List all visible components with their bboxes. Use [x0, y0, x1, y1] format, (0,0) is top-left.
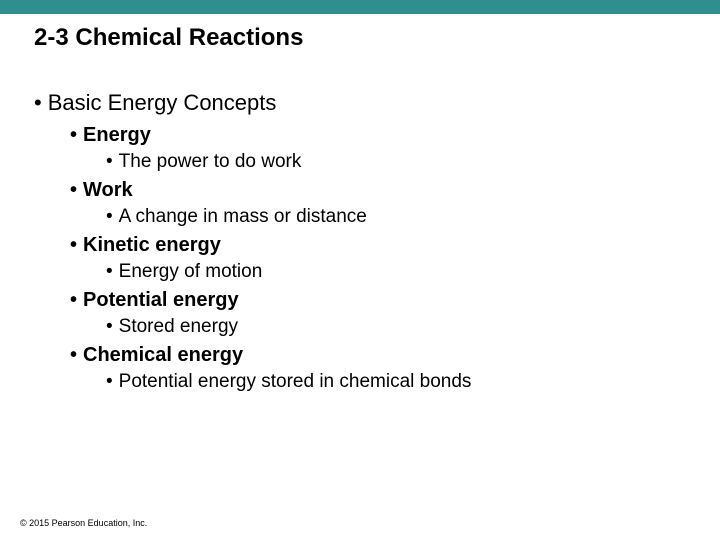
bullet-icon: •: [106, 261, 113, 282]
def-potential: • Stored energy: [34, 316, 720, 338]
slide-title: 2-3 Chemical Reactions: [0, 14, 720, 52]
def-text: A change in mass or distance: [119, 206, 367, 227]
term-text: Potential energy: [83, 289, 239, 311]
def-energy: • The power to do work: [34, 151, 720, 173]
bullet-icon: •: [34, 90, 42, 115]
bullet-icon: •: [70, 289, 77, 311]
def-work: • A change in mass or distance: [34, 206, 720, 228]
def-kinetic: • Energy of motion: [34, 261, 720, 283]
bullet-icon: •: [70, 344, 77, 366]
term-potential: • Potential energy: [34, 289, 720, 312]
term-text: Chemical energy: [83, 344, 243, 366]
bullet-icon: •: [70, 179, 77, 201]
main-topic: •Basic Energy Concepts: [34, 90, 720, 116]
copyright-text: © 2015 Pearson Education, Inc.: [20, 518, 147, 528]
def-chemical: • Potential energy stored in chemical bon…: [34, 371, 720, 393]
term-kinetic: • Kinetic energy: [34, 234, 720, 257]
term-text: Work: [83, 179, 133, 201]
bullet-icon: •: [106, 151, 113, 172]
term-text: Energy: [83, 124, 151, 146]
def-text: Stored energy: [119, 316, 238, 337]
bullet-icon: •: [70, 234, 77, 256]
def-text: Energy of motion: [119, 261, 263, 282]
term-energy: • Energy: [34, 124, 720, 147]
bullet-icon: •: [106, 206, 113, 227]
main-topic-text: Basic Energy Concepts: [48, 90, 277, 115]
bullet-icon: •: [106, 371, 113, 392]
def-text: The power to do work: [119, 151, 302, 172]
term-work: • Work: [34, 179, 720, 202]
term-text: Kinetic energy: [83, 234, 221, 256]
bullet-icon: •: [106, 316, 113, 337]
accent-top-bar: [0, 0, 720, 14]
content-area: •Basic Energy Concepts •Energy •The powe…: [0, 52, 720, 393]
term-chemical: • Chemical energy: [34, 344, 720, 367]
bullet-icon: •: [70, 124, 77, 146]
def-text: Potential energy stored in chemical bond…: [119, 371, 472, 392]
